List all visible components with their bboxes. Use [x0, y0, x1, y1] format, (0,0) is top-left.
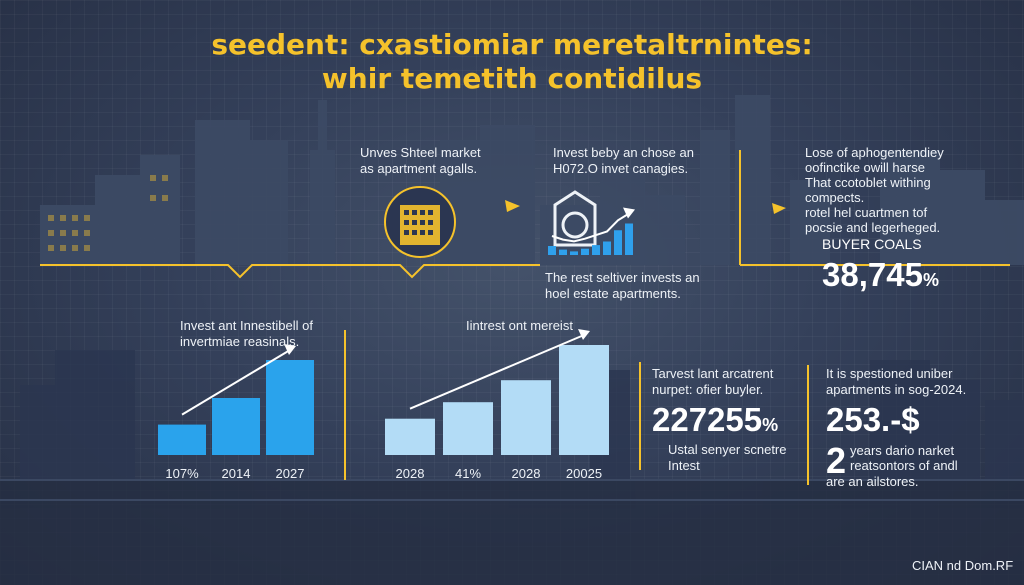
chart2-trend-line	[409, 334, 585, 410]
block-a: Unves Shteel market as apartment agalls.	[360, 145, 481, 177]
chart1-bar	[158, 424, 206, 455]
chart1-title-line2: invertmiae reasinals.	[180, 334, 300, 349]
stat-left-foot2: Intest	[668, 458, 700, 473]
chart1-title: Invest ant Innestibell of invertmiae rea…	[180, 318, 313, 350]
block-b-line1: Invest beby an chose an	[553, 145, 694, 160]
stat-left-line2: nurpet: ofier buyler.	[652, 382, 764, 397]
chart1-arrow-head-icon	[284, 344, 296, 355]
stat-right-foot2: reatsontors of andl	[850, 458, 958, 473]
stat-right-foot1: years dario narket	[850, 443, 955, 458]
chart2-tick-label: 2028	[512, 466, 541, 481]
chart2-arrow-head-icon	[578, 329, 590, 340]
stat-right-foot-a: years dario narket reatsontors of andl	[850, 443, 958, 473]
stat-left-number: 227255	[652, 401, 763, 438]
chart1-tick-label: 2014	[222, 466, 251, 481]
stat-left-foot1: Ustal senyer scnetre	[668, 442, 787, 457]
mid-note-line1: The rest seltiver invests an	[545, 270, 700, 285]
stat-left-foot: Ustal senyer scnetre Intest	[668, 442, 787, 474]
block-c-line3: That ccotoblet withing	[805, 175, 931, 190]
chart1-bar	[266, 360, 314, 455]
chart3-bar	[625, 223, 633, 255]
chart2-tick-label: 20025	[566, 466, 602, 481]
block-c-line1: Lose of aphogentendiey	[805, 145, 944, 160]
chart2-bar	[501, 380, 551, 455]
stat-left-value: 227255%	[652, 401, 778, 439]
block-b: Invest beby an chose an H072.O invet can…	[553, 145, 694, 177]
chart3-bar	[603, 241, 611, 255]
chart1-bar	[212, 398, 260, 455]
stat-left-unit: %	[762, 415, 779, 435]
chart2-bar	[443, 402, 493, 455]
chart3-bar	[548, 246, 556, 255]
chart3-bar	[559, 249, 567, 255]
buyer-label: BUYER COALS	[822, 236, 922, 252]
chart2-title: Iintrest ont mereist	[466, 318, 573, 333]
block-c-line5: rotel hel cuartmen tof	[805, 205, 928, 220]
chart1-tick-label: 107%	[165, 466, 199, 481]
mid-note-line2: hoel estate apartments.	[545, 286, 681, 301]
mid-note: The rest seltiver invests an hoel estate…	[545, 270, 700, 302]
chart2-tick-label: 2028	[396, 466, 425, 481]
block-c-line6: pocsie and legerheged.	[805, 220, 941, 235]
chart1-tick-label: 2027	[276, 466, 305, 481]
chart3-bar	[614, 230, 622, 255]
buyer-value-unit: %	[922, 270, 939, 290]
stat-right-foot3: are an ailstores.	[826, 474, 919, 489]
stat-right-text: It is spestioned uniber apartments in so…	[826, 366, 966, 398]
chart1-title-line1: Invest ant Innestibell of	[180, 318, 313, 333]
watermark: CIAN nd Dom.RF	[912, 558, 1014, 573]
chart3-bar	[570, 251, 578, 255]
stat-left-line1: Tarvest lant arcatrent	[652, 366, 774, 381]
block-a-line2: as apartment agalls.	[360, 161, 478, 176]
block-a-line1: Unves Shteel market	[360, 145, 481, 160]
chart1-trend-line	[181, 349, 291, 416]
chart3-bar	[581, 248, 589, 255]
chart3-trend-line	[551, 212, 630, 243]
block-b-line2: H072.O invet canagies.	[553, 161, 689, 176]
chart3-bar	[592, 245, 600, 255]
stat-right-big-num: 2	[826, 440, 847, 481]
buyer-value: 38,745%	[822, 256, 939, 294]
stat-right-value: 253.-$	[826, 401, 920, 438]
block-c: Lose of aphogentendiey oofinctike owill …	[805, 145, 944, 235]
page-subtitle: whir temetith contidilus	[321, 62, 703, 95]
chart2-tick-label: 41%	[455, 466, 481, 481]
building-icon	[384, 186, 456, 258]
page-title: seedent: cxastiomiar meretaltrnintes:	[211, 28, 813, 61]
house-icon	[553, 190, 597, 247]
chart3-arrow-head-icon	[623, 207, 635, 219]
stat-right-line1: It is spestioned uniber	[826, 366, 953, 381]
block-c-line4: compects.	[805, 190, 865, 205]
stat-right-line2: apartments in sog-2024.	[826, 382, 967, 397]
stat-left-text: Tarvest lant arcatrent nurpet: ofier buy…	[652, 366, 773, 398]
block-c-line2: oofinctike owill harse	[805, 160, 925, 175]
chart2-bar	[385, 418, 435, 455]
chart2-bar	[559, 345, 609, 455]
buyer-value-number: 38,745	[822, 256, 923, 293]
